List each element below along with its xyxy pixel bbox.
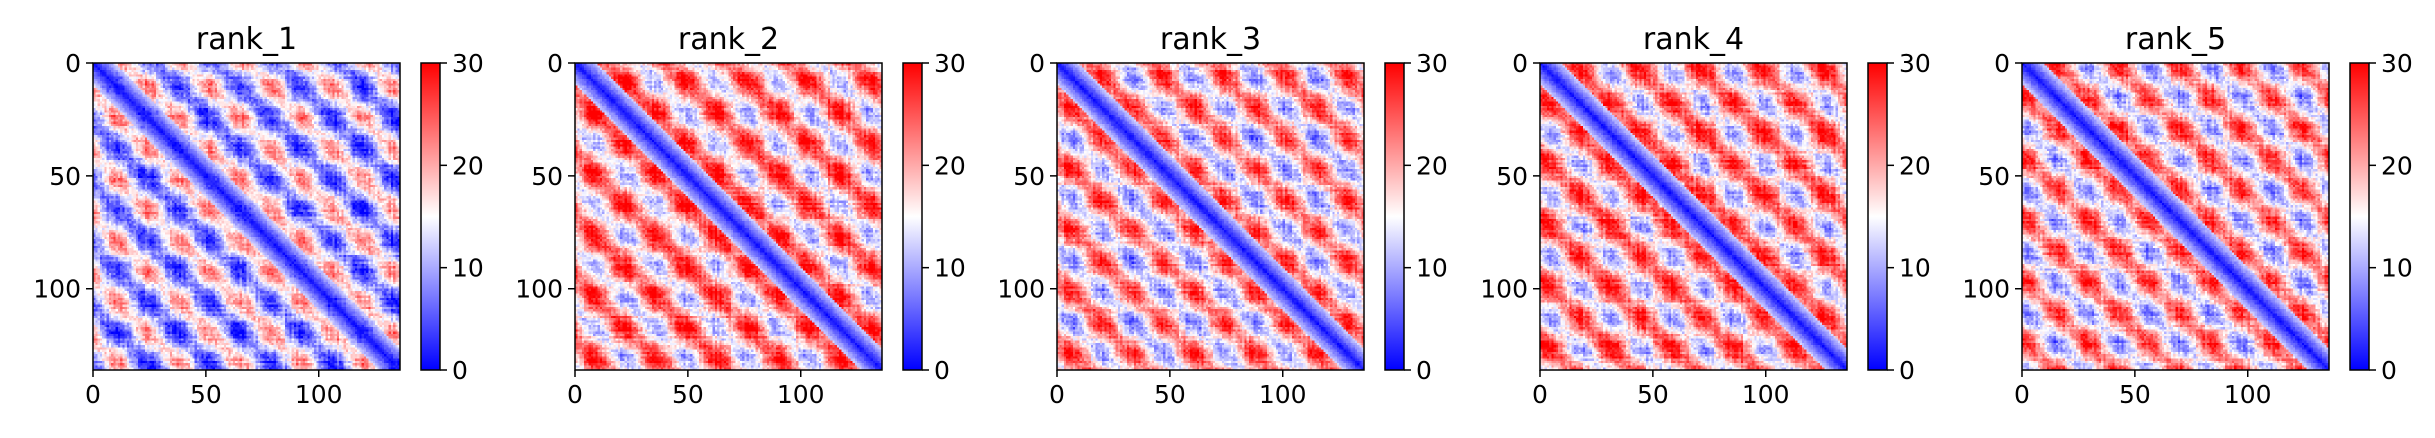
colorbar-tick-label: 10 — [1416, 254, 1448, 283]
y-tick-label: 50 — [531, 162, 563, 191]
colorbar-tick-label: 0 — [1899, 356, 1915, 385]
colorbar-tick-label: 30 — [1899, 49, 1931, 78]
axes-frame — [574, 62, 883, 371]
colorbar-tick-label: 20 — [2381, 151, 2413, 180]
y-tick-label: 100 — [515, 275, 563, 304]
x-tick-label: 0 — [1049, 380, 1065, 409]
panel-rank_2: rank_2 0 50 100 0 50 100 0 10 20 30 — [515, 22, 966, 409]
panel-rank_4: rank_4 0 50 100 0 50 100 0 10 20 30 — [1480, 22, 1931, 409]
colorbar-tick-label: 30 — [1416, 49, 1448, 78]
colorbar-tick-label: 20 — [452, 151, 484, 180]
y-tick-label: 100 — [1962, 275, 2010, 304]
panel-title: rank_5 — [2125, 22, 2226, 57]
x-tick-label: 50 — [1637, 380, 1669, 409]
y-tick-label: 0 — [1512, 49, 1528, 78]
colorbar-tick-label: 0 — [2381, 356, 2397, 385]
panel-title: rank_1 — [196, 22, 297, 57]
colorbar — [2349, 62, 2370, 371]
y-tick-label: 100 — [33, 275, 81, 304]
colorbar-tick-label: 10 — [1899, 254, 1931, 283]
x-tick-label: 0 — [1532, 380, 1548, 409]
panel-title: rank_4 — [1643, 22, 1744, 57]
y-tick-label: 50 — [1978, 162, 2010, 191]
x-tick-label: 100 — [777, 380, 825, 409]
colorbar-tick-label: 20 — [934, 151, 966, 180]
heatmap-image — [2022, 63, 2329, 370]
colorbar-tick-label: 10 — [452, 254, 484, 283]
heatmap-image — [93, 63, 400, 370]
y-tick-label: 0 — [1029, 49, 1045, 78]
panel-title: rank_3 — [1160, 22, 1261, 57]
colorbar — [1867, 62, 1888, 371]
x-tick-label: 50 — [2119, 380, 2151, 409]
colorbar-tick-label: 30 — [934, 49, 966, 78]
heatmap-image — [1057, 63, 1364, 370]
colorbar-tick-label: 30 — [452, 49, 484, 78]
x-tick-label: 100 — [1742, 380, 1790, 409]
panel-rank_1: rank_1 0 50 100 0 50 100 0 10 20 30 — [33, 22, 484, 409]
y-tick-label: 0 — [65, 49, 81, 78]
colorbar-tick-label: 20 — [1899, 151, 1931, 180]
heatmap-image — [575, 63, 882, 370]
y-tick-label: 0 — [547, 49, 563, 78]
y-tick-label: 50 — [1496, 162, 1528, 191]
y-tick-label: 100 — [997, 275, 1045, 304]
colorbar — [1384, 62, 1405, 371]
axes-frame — [1056, 62, 1365, 371]
axes-frame — [1539, 62, 1848, 371]
x-tick-label: 100 — [1259, 380, 1307, 409]
y-tick-label: 50 — [1013, 162, 1045, 191]
heatmap-image — [1540, 63, 1847, 370]
y-tick-label: 50 — [49, 162, 81, 191]
x-tick-label: 0 — [85, 380, 101, 409]
panel-rank_5: rank_5 0 50 100 0 50 100 0 10 20 30 — [1962, 22, 2413, 409]
colorbar-tick-label: 0 — [934, 356, 950, 385]
colorbar-tick-label: 30 — [2381, 49, 2413, 78]
colorbar-tick-label: 10 — [2381, 254, 2413, 283]
colorbar-tick-label: 0 — [452, 356, 468, 385]
panel-rank_3: rank_3 0 50 100 0 50 100 0 10 20 30 — [997, 22, 1448, 409]
colorbar-tick-label: 20 — [1416, 151, 1448, 180]
y-tick-label: 0 — [1994, 49, 2010, 78]
colorbar-tick-label: 10 — [934, 254, 966, 283]
colorbar — [902, 62, 923, 371]
x-tick-label: 100 — [295, 380, 343, 409]
axes-frame — [92, 62, 401, 371]
x-tick-label: 50 — [672, 380, 704, 409]
y-tick-label: 100 — [1480, 275, 1528, 304]
colorbar-tick-label: 0 — [1416, 356, 1432, 385]
x-tick-label: 100 — [2224, 380, 2272, 409]
x-tick-label: 50 — [1154, 380, 1186, 409]
colorbar — [420, 62, 441, 371]
axes-frame — [2021, 62, 2330, 371]
panel-title: rank_2 — [678, 22, 779, 57]
x-tick-label: 50 — [190, 380, 222, 409]
x-tick-label: 0 — [567, 380, 583, 409]
x-tick-label: 0 — [2014, 380, 2030, 409]
